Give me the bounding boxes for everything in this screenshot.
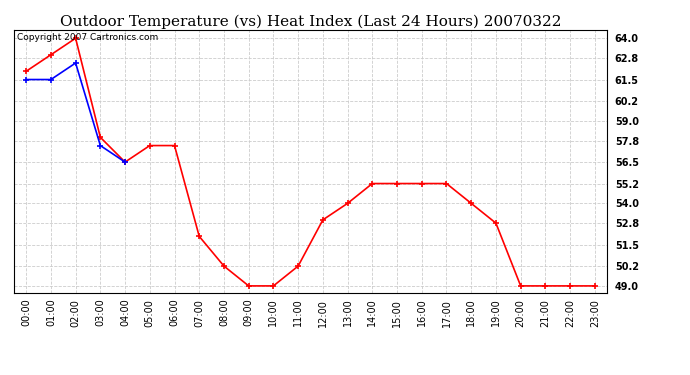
Text: Copyright 2007 Cartronics.com: Copyright 2007 Cartronics.com [17, 33, 158, 42]
Title: Outdoor Temperature (vs) Heat Index (Last 24 Hours) 20070322: Outdoor Temperature (vs) Heat Index (Las… [60, 15, 561, 29]
